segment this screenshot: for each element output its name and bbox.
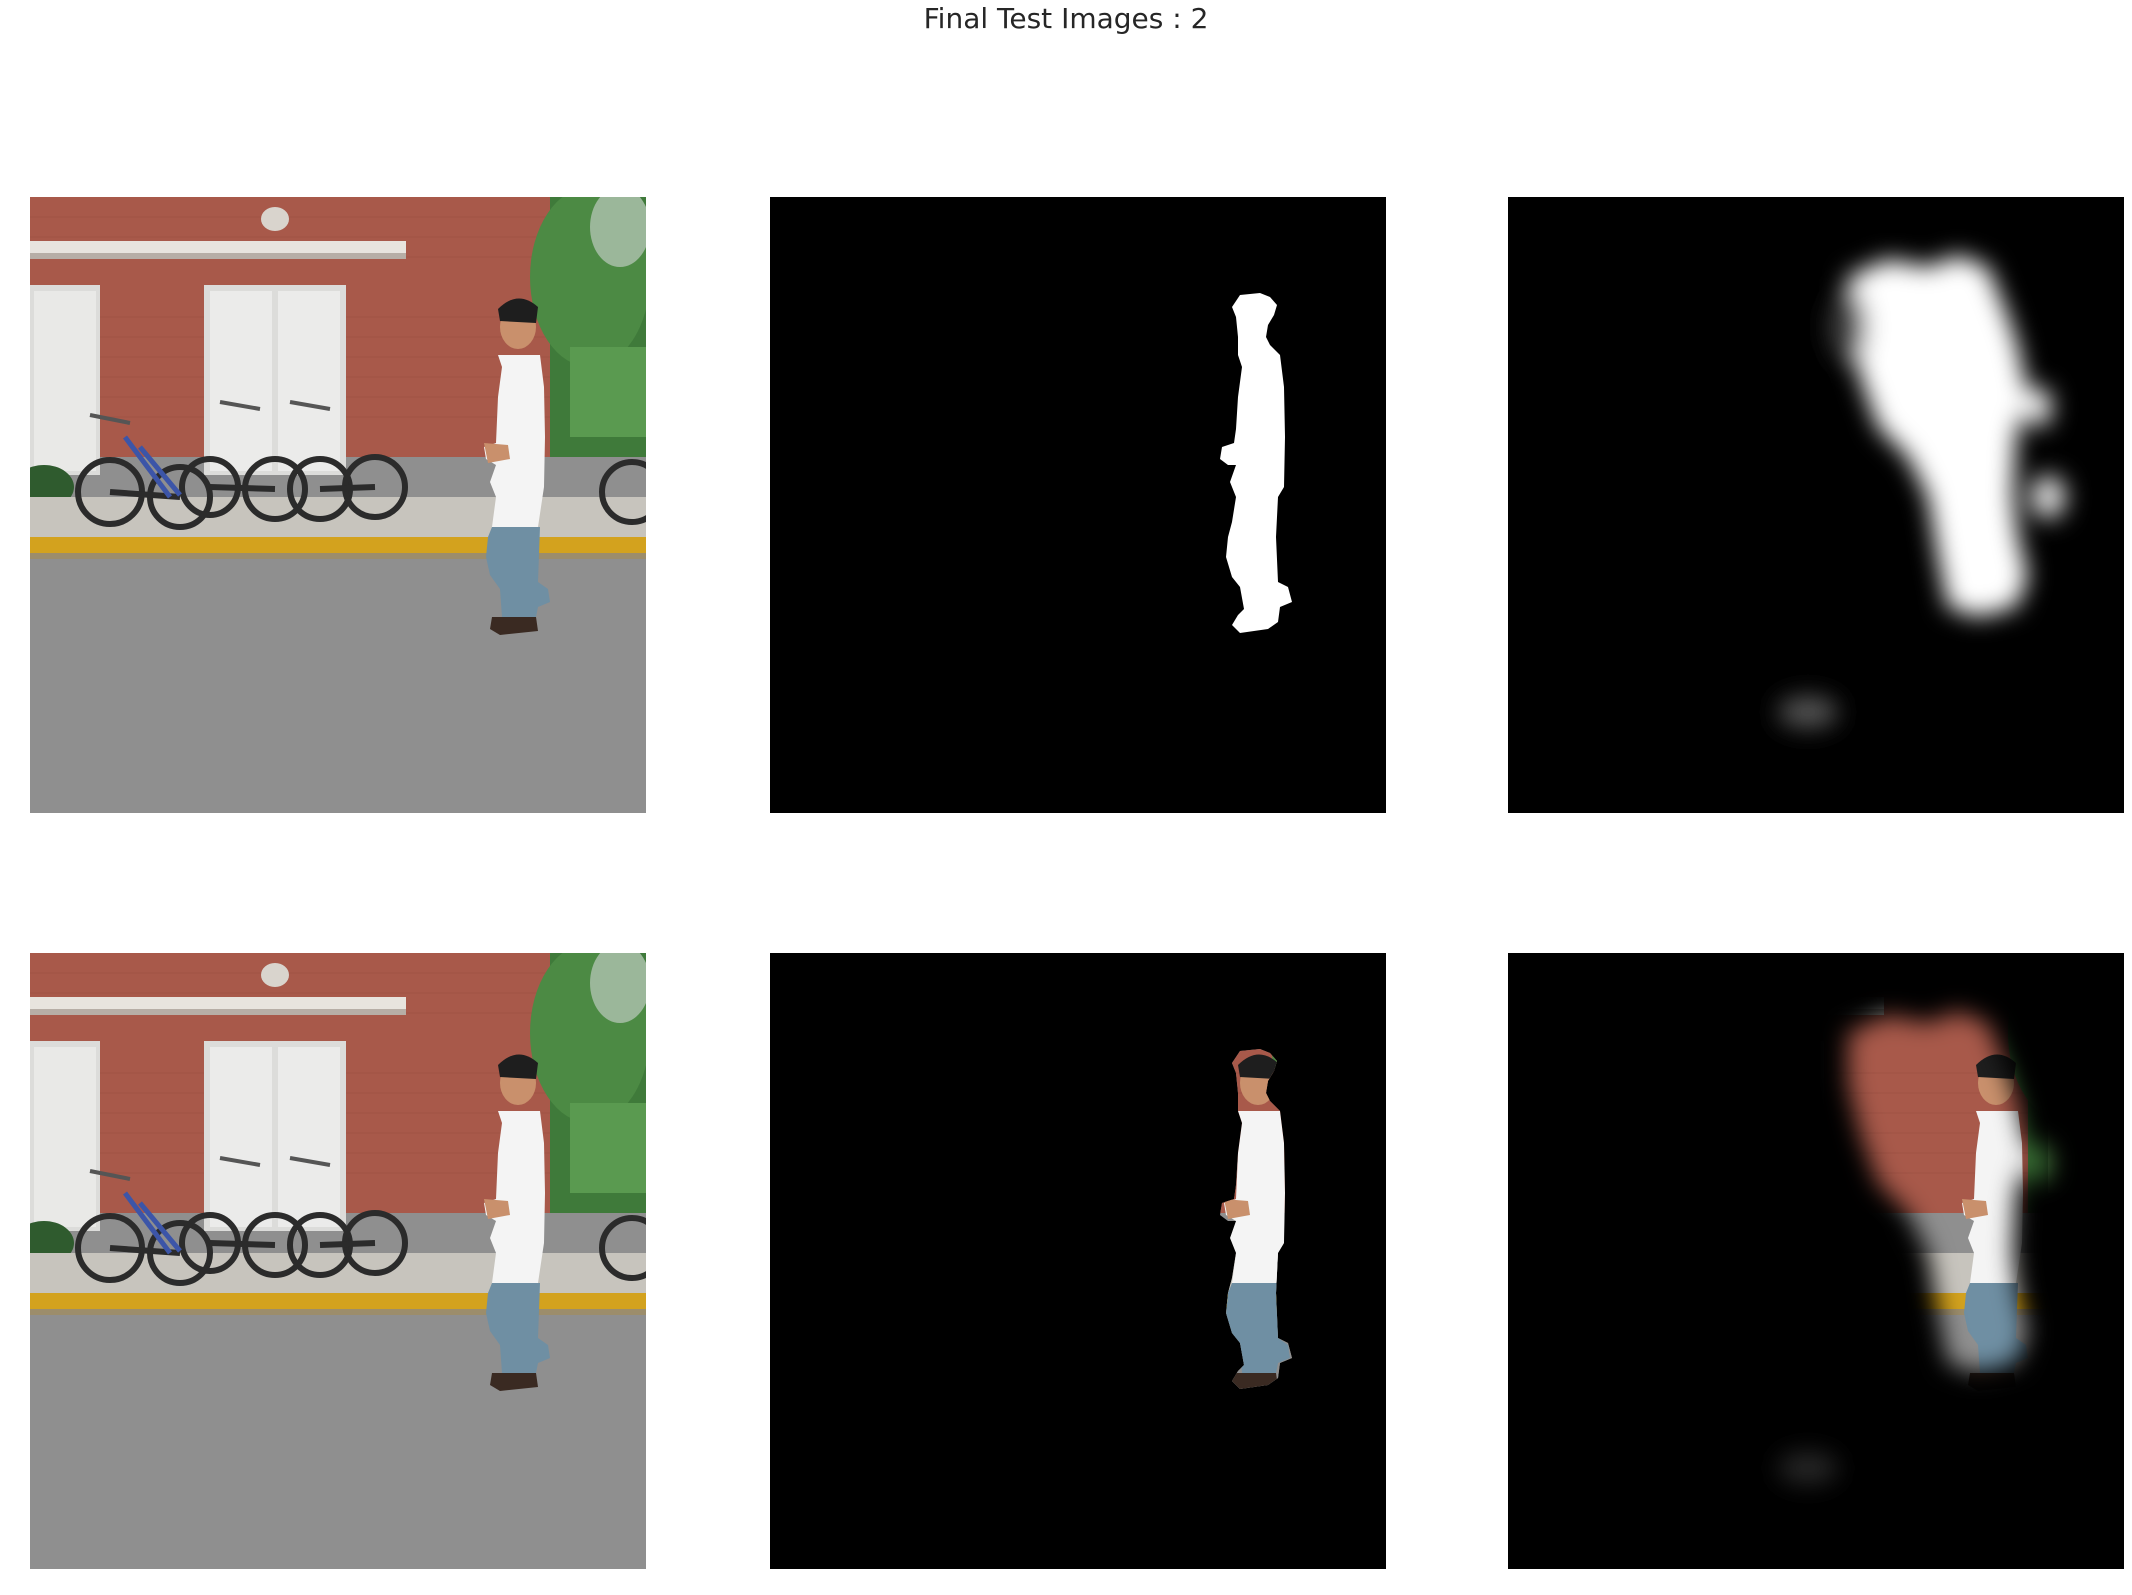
predicted-mask-panel	[1508, 197, 2124, 813]
ground-truth-mask	[770, 197, 1386, 813]
ground-truth-cutout	[770, 953, 1386, 1569]
input-photo-panel	[30, 197, 646, 813]
input-photo-2	[30, 953, 646, 1569]
input-photo-panel-2	[30, 953, 646, 1569]
figure-title: Final Test Images : 2	[923, 2, 1209, 35]
input-photo	[30, 197, 646, 813]
ground-truth-mask-panel	[770, 197, 1386, 813]
ground-truth-cutout-panel	[770, 953, 1386, 1569]
predicted-cutout-panel	[1508, 953, 2124, 1569]
predicted-cutout	[1508, 953, 2124, 1569]
predicted-mask	[1508, 197, 2124, 813]
